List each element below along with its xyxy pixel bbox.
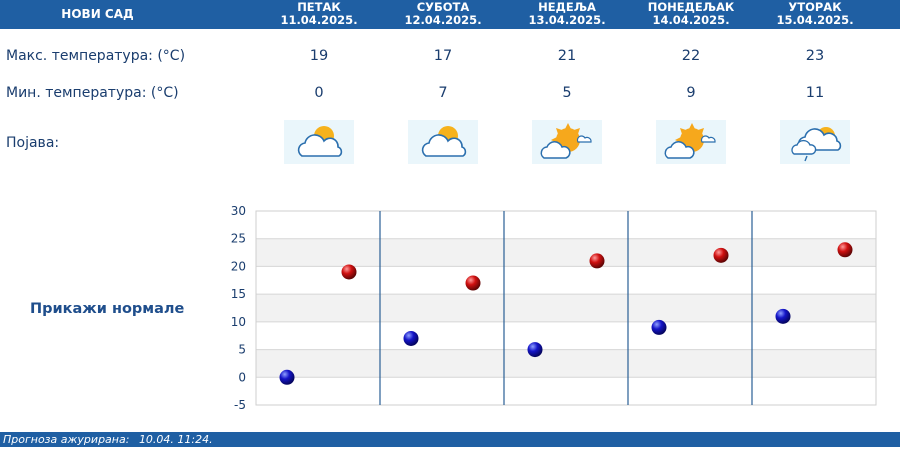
temperature-chart: 30 25 20 15 10 5 0 -5 <box>231 204 877 412</box>
show-normals-link[interactable]: Прикажи нормале <box>30 301 185 317</box>
min-temp-point <box>403 330 419 346</box>
day-header-1: ПЕТАК 11.04.2025. <box>257 1 381 27</box>
min-temp-point <box>651 319 667 335</box>
min-temp-point <box>775 308 791 324</box>
grid-band <box>256 377 876 405</box>
day-header-4: ПОНЕДЕЉАК 14.04.2025. <box>629 1 753 27</box>
max-temp-value: 23 <box>805 48 825 64</box>
grid-band <box>256 349 876 378</box>
day-name: ПОНЕДЕЉАК <box>647 0 735 14</box>
day-date: 11.04.2025. <box>280 13 358 27</box>
max-temp-value: 22 <box>681 48 701 64</box>
y-tick-label: 0 <box>238 370 246 384</box>
day-header-2: СУБОТА 12.04.2025. <box>381 1 505 27</box>
min-temp-point <box>279 369 295 385</box>
partly-cloudy-icon <box>408 120 478 164</box>
day-date: 13.04.2025. <box>528 13 606 27</box>
max-temp-point <box>465 275 481 291</box>
forecast-header: НОВИ САД ПЕТАК 11.04.2025. СУБОТА 12.04.… <box>0 0 900 29</box>
grid-band <box>256 238 876 267</box>
city-name: НОВИ САД <box>61 7 134 21</box>
day-header-5: УТОРАК 15.04.2025. <box>753 1 877 27</box>
mostly-sunny-icon <box>532 120 602 164</box>
max-temp-value: 19 <box>309 48 329 64</box>
plot-border <box>255 210 877 406</box>
weather-label: Појава: <box>6 135 60 151</box>
y-tick-label: -5 <box>234 398 246 412</box>
min-temp-value: 5 <box>562 85 572 101</box>
max-temp-point <box>837 242 853 258</box>
min-temp-label: Мин. температура: (°C) <box>6 85 179 101</box>
min-temp-value: 7 <box>438 85 448 101</box>
cloudy-rain-icon <box>780 120 850 164</box>
day-date: 15.04.2025. <box>776 13 854 27</box>
updated-label: Прогноза ажурирана: <box>3 433 130 446</box>
y-tick-label: 5 <box>238 343 246 357</box>
day-name: НЕДЕЉА <box>538 0 596 14</box>
y-tick-label: 20 <box>231 259 246 273</box>
day-date: 14.04.2025. <box>652 13 730 27</box>
grid-band <box>256 211 876 239</box>
max-temp-point <box>713 247 729 263</box>
day-name: СУБОТА <box>416 0 470 14</box>
grid-band <box>256 294 876 322</box>
min-temp-value: 11 <box>805 85 825 101</box>
partly-cloudy-icon <box>284 120 354 164</box>
max-temp-value: 21 <box>557 48 577 64</box>
grid-band <box>256 266 876 295</box>
day-header-3: НЕДЕЉА 13.04.2025. <box>505 1 629 27</box>
y-tick-label: 25 <box>231 232 246 246</box>
max-temp-value: 17 <box>433 48 453 64</box>
min-temp-value: 0 <box>314 85 324 101</box>
max-temp-point <box>341 264 357 280</box>
day-name: ПЕТАК <box>297 0 341 14</box>
max-temp-point <box>589 253 605 269</box>
grid-band <box>256 321 876 350</box>
y-tick-label: 10 <box>231 315 246 329</box>
y-tick-label: 15 <box>231 287 246 301</box>
updated-value: 10.04. 11:24. <box>138 433 213 446</box>
day-date: 12.04.2025. <box>404 13 482 27</box>
footer-bar: Прогноза ажурирана: 10.04. 11:24. <box>0 432 900 447</box>
y-tick-label: 30 <box>231 204 246 218</box>
day-name: УТОРАК <box>788 0 842 14</box>
min-temp-point <box>527 342 543 358</box>
min-temp-value: 9 <box>686 85 696 101</box>
mostly-sunny-icon <box>656 120 726 164</box>
max-temp-label: Макс. температура: (°C) <box>6 48 186 64</box>
